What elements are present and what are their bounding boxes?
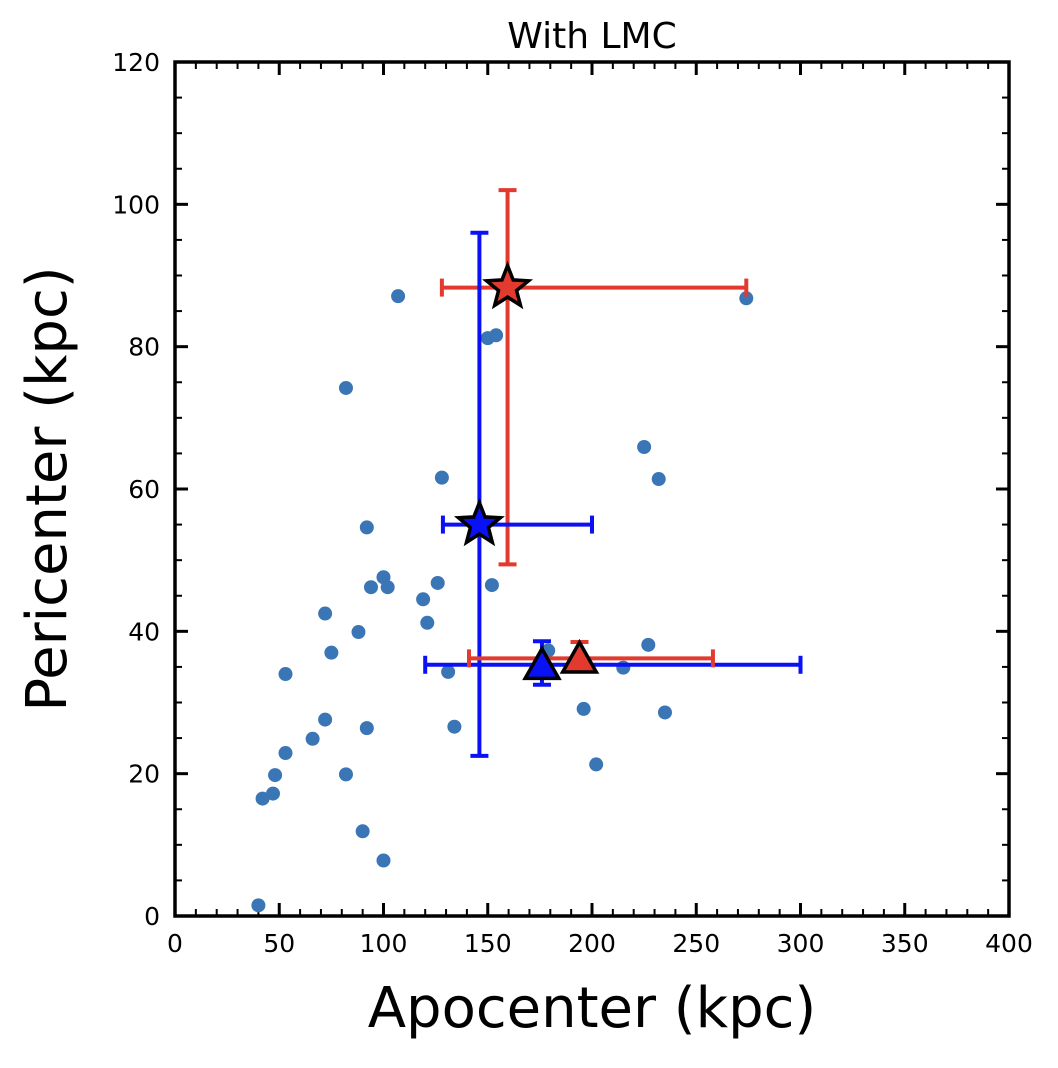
plot-frame [173,60,1011,918]
data-point [359,721,374,736]
data-point [355,824,370,839]
x-tick-label: 250 [672,929,720,958]
data-point [589,757,604,772]
red-star-marker [482,260,534,310]
data-point [265,786,280,801]
data-point [268,768,283,783]
data-point [637,440,652,455]
data-point [380,580,395,595]
data-point [338,767,353,782]
data-point [484,578,499,593]
y-tick-label: 60 [128,475,160,504]
data-point [255,791,270,806]
y-tick-label: 40 [128,617,160,646]
blue-triangle-marker [522,645,562,681]
data-points [251,289,754,913]
data-point [434,470,449,485]
data-point [430,575,445,590]
axis-ticks [173,60,1011,918]
x-tick-label: 50 [263,929,295,958]
x-tick-label: 400 [985,929,1033,958]
x-tick-label: 0 [167,929,183,958]
x-tick-label: 100 [360,929,408,958]
data-point [251,898,266,913]
data-point [739,291,754,306]
data-point [441,664,456,679]
y-tick-label: 0 [144,902,160,931]
y-axis-title: Pericenter (kpc) [15,266,80,711]
data-point [359,520,374,535]
data-point [641,637,656,652]
y-tick-label: 20 [128,760,160,789]
data-point [616,660,631,675]
data-point [278,667,293,682]
data-point [489,328,504,343]
data-point [318,606,333,621]
x-axis-title: Apocenter (kpc) [368,976,817,1041]
x-tick-label: 350 [881,929,929,958]
y-tick-label: 80 [128,333,160,362]
data-point [338,380,353,395]
data-point [657,705,672,720]
tick-labels: 0 50 100 150 200 250 300 350 400 0 20 40 60 80 100 120 [112,48,1033,958]
data-point [391,289,406,304]
data-point [376,853,391,868]
blue-star-marker [453,497,505,547]
data-point [305,731,320,746]
x-tick-label: 150 [464,929,512,958]
highlight-markers [423,188,803,758]
data-point [351,625,366,640]
y-tick-label: 120 [112,48,160,77]
data-point [651,472,666,487]
data-point [318,712,333,727]
data-point [576,701,591,716]
data-point [278,746,293,761]
data-point [324,645,339,660]
data-point [363,580,378,595]
red-triangle-marker [559,638,600,674]
data-point [416,592,431,607]
x-tick-label: 200 [568,929,616,958]
data-point [420,615,435,630]
x-tick-label: 300 [777,929,825,958]
y-tick-label: 100 [112,190,160,219]
data-point [447,719,462,734]
chart-title: With LMC [507,16,676,57]
